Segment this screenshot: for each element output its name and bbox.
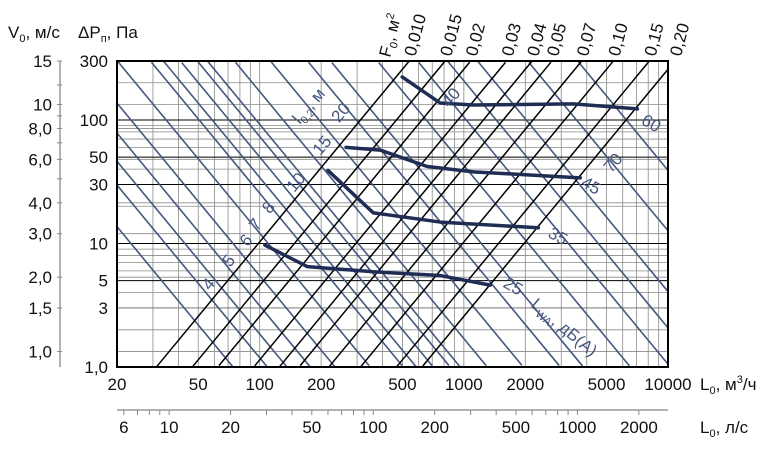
tick-labels: 20 50 100 200 500 1000 2000 5000 10000 300 100 50 30…	[28, 52, 691, 437]
f0-label: 0,15	[641, 21, 668, 58]
blue-line	[418, 61, 669, 365]
y-tick-label: 3	[99, 299, 108, 318]
characteristic-curve	[344, 145, 583, 180]
y-tick-label: 10	[89, 234, 108, 253]
f0-line	[360, 61, 614, 368]
plot-frame	[116, 60, 669, 368]
blue-line	[116, 184, 268, 368]
x2-tick-label: 50	[302, 418, 321, 437]
characteristic-curve	[326, 168, 541, 230]
f0-label: 0,20	[666, 21, 693, 58]
y-tick-label: 50	[89, 148, 108, 167]
x-axis-title: L0, м3/ч	[700, 374, 756, 397]
characteristic-curve	[263, 243, 493, 287]
v-tick-label: 2,0	[28, 268, 52, 287]
blue-line	[163, 60, 417, 368]
l02-label: 5	[218, 251, 239, 270]
blue-line	[234, 61, 487, 367]
f0-label: 0,03	[498, 21, 525, 58]
f0-lines	[156, 60, 669, 368]
x-tick-label: 100	[246, 375, 274, 394]
blue-line	[270, 61, 523, 366]
blue-line	[331, 62, 584, 367]
noise-label: 35	[545, 223, 571, 249]
y-tick-label: 100	[80, 111, 108, 130]
f0-line	[396, 61, 650, 368]
f0-label: 0,015	[437, 12, 466, 58]
l02-label: 20	[328, 99, 355, 126]
x-tick-label: 1000	[445, 375, 483, 394]
blue-line	[197, 61, 450, 367]
x-tick-label: 20	[108, 375, 127, 394]
l02-label: 7	[245, 215, 266, 234]
f0-line	[422, 68, 669, 367]
blue-line	[378, 61, 631, 367]
l02-label: 8	[258, 198, 279, 217]
x-tick-label: 5000	[588, 375, 626, 394]
v-tick-label: 6,0	[28, 150, 52, 169]
f0-title: F0, м2	[375, 12, 409, 60]
blue-line	[446, 60, 669, 329]
blue-line	[181, 62, 434, 367]
blue-line	[307, 61, 560, 367]
pressure-axis-title: ΔPп, Па	[78, 23, 138, 45]
x2-tick-label: 500	[502, 418, 530, 437]
blue-line	[150, 61, 403, 367]
x-tick-label: 200	[307, 375, 335, 394]
f0-label: 0,010	[401, 12, 430, 58]
v-axis-title: V0, м/с	[8, 23, 60, 45]
blue-line	[117, 61, 370, 367]
x2-tick-label: 100	[359, 418, 387, 437]
v-tick-label: 1,5	[28, 299, 52, 318]
x-tick-label: 50	[189, 375, 208, 394]
v-tick-label: 1,0	[28, 343, 52, 362]
x2-tick-label: 6	[119, 418, 128, 437]
f0-line	[278, 61, 533, 368]
x2-tick-label: 2000	[620, 418, 658, 437]
f0-label: 0,02	[462, 21, 489, 58]
x2-tick-label: 1000	[559, 418, 597, 437]
y-tick-label: 1,0	[84, 358, 108, 377]
y-tick-label: 5	[99, 272, 108, 291]
f0-line	[192, 60, 446, 367]
noise-label: 60	[638, 110, 664, 136]
f0-line	[299, 61, 552, 367]
v-tick-label: 8,0	[28, 119, 52, 138]
x2-tick-label: 20	[221, 418, 240, 437]
y-tick-label: 300	[80, 52, 108, 71]
v-tick-label: 15	[33, 52, 52, 71]
v-tick-label: 4,0	[28, 194, 52, 213]
f0-line	[218, 61, 471, 367]
blue-line	[577, 61, 669, 171]
blue-line	[116, 132, 311, 367]
x-tick-label: 2000	[506, 375, 544, 394]
blue-line	[116, 102, 336, 367]
x2-axis-title: L0, л/с	[700, 418, 749, 440]
x-tick-label: 500	[388, 375, 416, 394]
curves	[263, 75, 640, 287]
noise-title: LWA, дБ(А)	[526, 295, 601, 363]
blue-line	[116, 226, 234, 368]
noise-label: 40	[438, 84, 465, 111]
x2-tick-label: 10	[160, 418, 179, 437]
y-tick-label: 30	[89, 176, 108, 195]
blue-line	[207, 61, 461, 368]
characteristic-curve	[400, 75, 640, 111]
v-tick-label: 10	[33, 96, 52, 115]
f0-label: 0,10	[605, 21, 632, 58]
x2-tick-label: 200	[421, 418, 449, 437]
f0-label: 0,07	[573, 21, 600, 58]
f0-line	[328, 61, 582, 368]
v-tick-label: 3,0	[28, 225, 52, 244]
f0-line	[156, 60, 410, 367]
noise-label: 45	[578, 173, 604, 199]
x-tick-label: 10000	[644, 375, 691, 394]
blue-lines	[116, 60, 669, 368]
blue-line	[528, 61, 669, 232]
blue-line	[116, 160, 288, 367]
